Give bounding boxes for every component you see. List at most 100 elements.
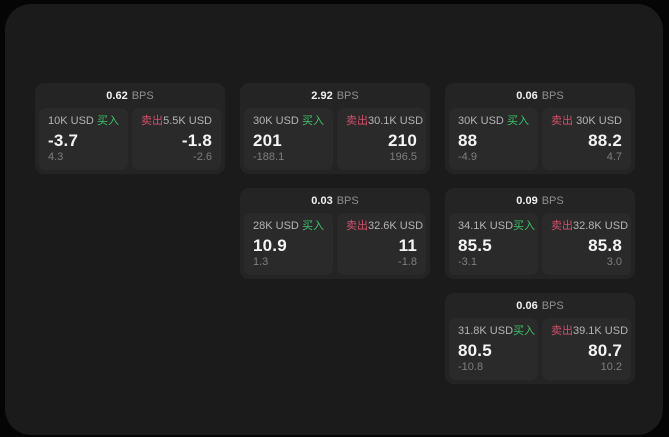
sell-panel[interactable]: 卖出 5.5K USD -1.8 -2.6 — [132, 108, 221, 170]
buy-delta: -4.9 — [458, 151, 477, 163]
card-header: 0.06 BPS — [445, 83, 635, 108]
sell-panel[interactable]: 卖出 32.8K USD 85.8 3.0 — [542, 213, 631, 275]
sell-label: 卖出 — [346, 115, 368, 127]
buy-panel[interactable]: 28K USD 买入 10.9 1.3 — [244, 213, 333, 275]
sell-delta: -2.6 — [193, 151, 212, 163]
sell-size: 5.5K USD — [163, 115, 212, 127]
buy-header-row: 30K USD 买入 — [253, 115, 324, 128]
buy-price: -3.7 — [48, 131, 79, 150]
sell-delta: -1.8 — [398, 256, 417, 268]
sell-size: 30.1K USD — [368, 115, 424, 127]
buy-price: 88 — [458, 131, 478, 150]
buy-delta: -3.1 — [458, 256, 477, 268]
buy-size: 30K USD — [458, 115, 504, 127]
buy-panel[interactable]: 30K USD 买入 88 -4.9 — [449, 108, 538, 170]
bps-value: 0.09 — [516, 194, 538, 207]
sell-header-row: 卖出 5.5K USD — [141, 115, 212, 128]
buy-size: 34.1K USD — [458, 220, 514, 232]
sell-panel[interactable]: 卖出 30.1K USD 210 196.5 — [337, 108, 426, 170]
sell-size: 39.1K USD — [573, 325, 629, 337]
buy-label: 买入 — [302, 115, 324, 127]
card-body: 34.1K USD 买入 85.5 -3.1 卖出 32.8K USD 85.8… — [445, 213, 635, 279]
bps-value: 0.06 — [516, 299, 538, 312]
card-body: 30K USD 买入 88 -4.9 卖出 30K USD 88.2 4.7 — [445, 108, 635, 174]
sell-panel[interactable]: 卖出 39.1K USD 80.7 10.2 — [542, 318, 631, 380]
quote-card: 2.92 BPS 30K USD 买入 201 -188.1 卖出 30.1K … — [240, 83, 430, 174]
sell-price: 88.2 — [588, 131, 622, 150]
sell-label: 卖出 — [346, 220, 368, 232]
quote-card: 0.62 BPS 10K USD 买入 -3.7 4.3 卖出 5.5K USD… — [35, 83, 225, 174]
buy-delta: 4.3 — [48, 151, 64, 163]
sell-price: 11 — [398, 236, 417, 255]
quote-card: 0.06 BPS 31.8K USD 买入 80.5 -10.8 卖出 39.1… — [445, 293, 635, 384]
sell-size: 32.6K USD — [368, 220, 424, 232]
card-body: 10K USD 买入 -3.7 4.3 卖出 5.5K USD -1.8 -2.… — [35, 108, 225, 174]
buy-header-row: 31.8K USD 买入 — [458, 325, 535, 338]
main-panel: 0.62 BPS 10K USD 买入 -3.7 4.3 卖出 5.5K USD… — [5, 4, 663, 435]
sell-price: -1.8 — [181, 131, 212, 150]
sell-delta: 10.2 — [600, 361, 622, 373]
bps-value: 0.06 — [516, 89, 538, 102]
bps-unit-label: BPS — [336, 194, 359, 207]
buy-size: 31.8K USD — [458, 325, 514, 337]
bps-value: 0.62 — [106, 89, 128, 102]
quote-card: 0.03 BPS 28K USD 买入 10.9 1.3 卖出 32.6K US… — [240, 188, 430, 279]
sell-header-row: 卖出 32.8K USD — [551, 220, 628, 233]
sell-delta: 3.0 — [606, 256, 622, 268]
sell-price: 85.8 — [588, 236, 622, 255]
sell-panel[interactable]: 卖出 30K USD 88.2 4.7 — [542, 108, 631, 170]
bps-unit-label: BPS — [336, 89, 359, 102]
sell-label: 卖出 — [551, 220, 573, 232]
sell-price: 80.7 — [588, 341, 622, 360]
bps-value: 0.03 — [311, 194, 333, 207]
sell-size: 30K USD — [576, 115, 622, 127]
card-header: 0.06 BPS — [445, 293, 635, 318]
buy-panel[interactable]: 30K USD 买入 201 -188.1 — [244, 108, 333, 170]
sell-price: 210 — [388, 131, 417, 150]
buy-header-row: 10K USD 买入 — [48, 115, 119, 128]
card-header: 2.92 BPS — [240, 83, 430, 108]
buy-price: 201 — [253, 131, 282, 150]
buy-delta: 1.3 — [253, 256, 269, 268]
bps-value: 2.92 — [311, 89, 333, 102]
buy-label: 买入 — [97, 115, 119, 127]
sell-size: 32.8K USD — [573, 220, 629, 232]
bps-unit-label: BPS — [541, 194, 564, 207]
card-body: 30K USD 买入 201 -188.1 卖出 30.1K USD 210 1… — [240, 108, 430, 174]
bps-unit-label: BPS — [541, 299, 564, 312]
bps-unit-label: BPS — [541, 89, 564, 102]
buy-header-row: 30K USD 买入 — [458, 115, 529, 128]
card-body: 28K USD 买入 10.9 1.3 卖出 32.6K USD 11 -1.8 — [240, 213, 430, 279]
buy-delta: -10.8 — [458, 361, 484, 373]
buy-label: 买入 — [513, 325, 536, 337]
buy-label: 买入 — [507, 115, 529, 127]
buy-label: 买入 — [302, 220, 324, 232]
sell-label: 卖出 — [141, 115, 163, 127]
sell-header-row: 卖出 39.1K USD — [551, 325, 628, 338]
quote-card: 0.09 BPS 34.1K USD 买入 85.5 -3.1 卖出 32.8K… — [445, 188, 635, 279]
card-header: 0.62 BPS — [35, 83, 225, 108]
buy-size: 28K USD — [253, 220, 299, 232]
sell-header-row: 卖出 30K USD — [551, 115, 622, 128]
buy-header-row: 28K USD 买入 — [253, 220, 324, 233]
sell-header-row: 卖出 30.1K USD — [346, 115, 423, 128]
card-body: 31.8K USD 买入 80.5 -10.8 卖出 39.1K USD 80.… — [445, 318, 635, 384]
sell-panel[interactable]: 卖出 32.6K USD 11 -1.8 — [337, 213, 426, 275]
buy-price: 10.9 — [253, 236, 287, 255]
sell-label: 卖出 — [551, 325, 573, 337]
buy-price: 80.5 — [458, 341, 492, 360]
sell-delta: 4.7 — [606, 151, 622, 163]
sell-label: 卖出 — [551, 115, 573, 127]
quote-grid: 0.62 BPS 10K USD 买入 -3.7 4.3 卖出 5.5K USD… — [35, 83, 635, 384]
buy-panel[interactable]: 31.8K USD 买入 80.5 -10.8 — [449, 318, 538, 380]
buy-header-row: 34.1K USD 买入 — [458, 220, 535, 233]
buy-label: 买入 — [513, 220, 536, 232]
buy-panel[interactable]: 10K USD 买入 -3.7 4.3 — [39, 108, 128, 170]
bps-unit-label: BPS — [131, 89, 154, 102]
card-header: 0.09 BPS — [445, 188, 635, 213]
buy-price: 85.5 — [458, 236, 492, 255]
quote-card: 0.06 BPS 30K USD 买入 88 -4.9 卖出 30K USD 8… — [445, 83, 635, 174]
buy-panel[interactable]: 34.1K USD 买入 85.5 -3.1 — [449, 213, 538, 275]
buy-size: 30K USD — [253, 115, 299, 127]
